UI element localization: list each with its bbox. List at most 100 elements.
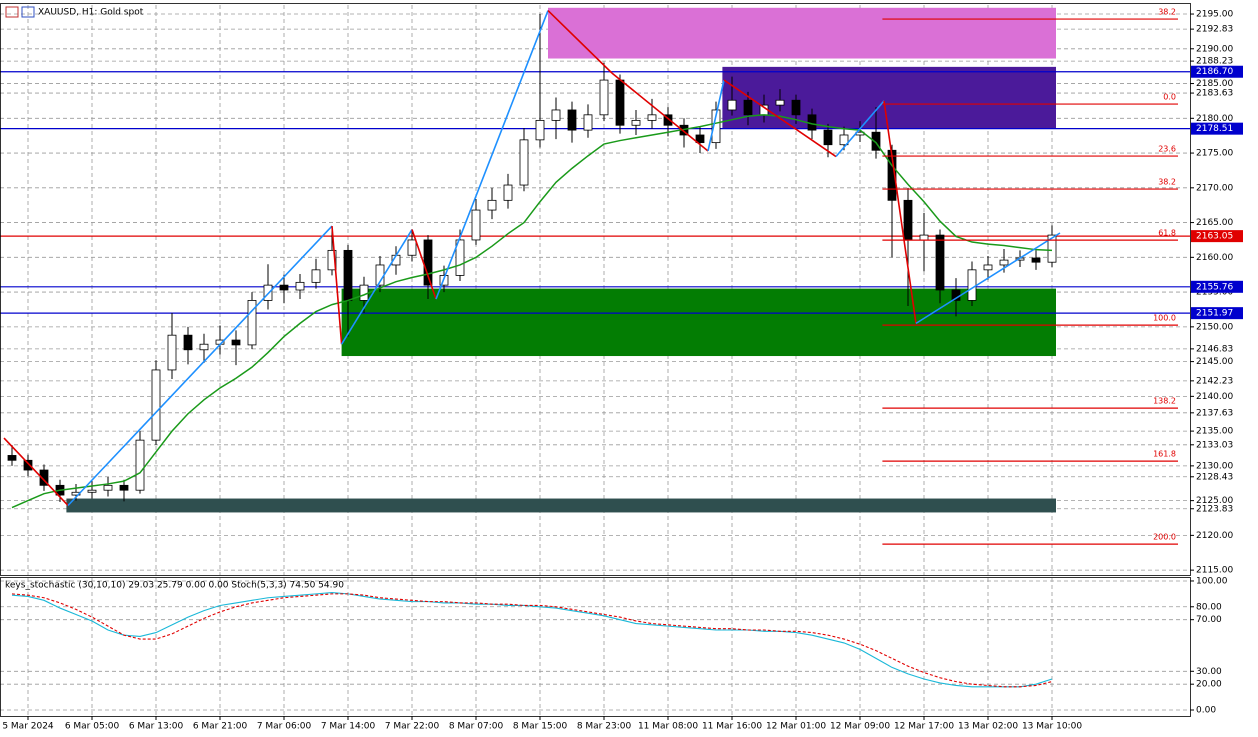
level-label: 2186.70 (1196, 67, 1233, 77)
zone (341, 288, 1057, 357)
level-label: 2178.51 (1196, 124, 1233, 134)
y-tick-label: 2135.00 (1196, 427, 1233, 437)
candle-body (519, 139, 529, 186)
x-tick-label: 12 Mar 01:00 (766, 722, 826, 732)
zigzag-segment (3, 437, 69, 507)
y-tick-label: 2150.00 (1196, 322, 1233, 332)
zigzag-segment (435, 10, 549, 300)
y-tick-label: 2180.00 (1196, 114, 1233, 124)
icon (21, 6, 35, 18)
plot-layer: 38.2 0.0 23.6 38.2 61.8 100.0 138.2 161.8 200.0 (0, 5, 1190, 716)
y-tick-label: 2120.00 (1196, 531, 1233, 541)
main-frame (0, 3, 1191, 576)
candle-body (535, 119, 545, 141)
candle-body (7, 455, 17, 461)
zigzag-segment (611, 72, 709, 152)
fib-label: 100.0 (1153, 314, 1176, 323)
y-tick-label: 2123.83 (1196, 504, 1233, 514)
y-tick-label: 70.00 (1196, 615, 1222, 625)
candle-body (359, 284, 369, 301)
candle-body (23, 459, 33, 471)
zone (548, 7, 1056, 59)
y-tick-label: 2195.00 (1196, 10, 1233, 20)
zigzag-segment (723, 79, 837, 158)
fib-label: 61.8 (1158, 229, 1176, 238)
candle-body (823, 129, 833, 146)
stochastic-line (11, 592, 1053, 688)
level-tag (1191, 65, 1243, 78)
y-tick-label: 2192.83 (1196, 25, 1233, 35)
y-tick-label: 2146.83 (1196, 344, 1233, 354)
level-label: 2163.05 (1196, 232, 1233, 242)
candle-body (135, 439, 145, 491)
zigzag-segment (883, 100, 917, 324)
zigzag-segment (547, 9, 613, 74)
y-tick-label: 2175.00 (1196, 149, 1233, 159)
x-tick-label: 7 Mar 22:00 (385, 722, 440, 732)
level-label: 2151.97 (1196, 309, 1233, 319)
indicator-title: keys_stochastic (30,10,10) 29.03 25.79 0… (5, 581, 344, 591)
candle-body (119, 484, 129, 491)
fib-label: 0.0 (1163, 93, 1176, 102)
candle-body (967, 269, 977, 301)
candle-body (311, 269, 321, 283)
candle-body (151, 369, 161, 441)
y-tick-label: 2188.23 (1196, 57, 1233, 67)
y-tick-label: 2145.00 (1196, 357, 1233, 367)
y-tick-label: 2183.63 (1196, 89, 1233, 99)
candle-body (583, 114, 593, 131)
fib-label: 138.2 (1153, 397, 1176, 406)
candle-body (87, 489, 97, 493)
candle-body (279, 284, 289, 291)
x-tick-label: 7 Mar 14:00 (321, 722, 376, 732)
candle-body (423, 239, 433, 286)
y-tick-label: 2165.00 (1196, 218, 1233, 228)
candle-body (631, 119, 641, 126)
y-tick-label: 2185.00 (1196, 79, 1233, 89)
sub-frame (0, 577, 1191, 717)
candle-body (551, 109, 561, 121)
level-label: 2155.76 (1196, 282, 1233, 292)
zigzag-segment (915, 232, 1061, 325)
y-tick-label: 2140.00 (1196, 392, 1233, 402)
candle-body (999, 259, 1009, 266)
candle-body (103, 484, 113, 491)
candle-body (39, 469, 49, 486)
level-tag (1191, 122, 1243, 135)
candle-body (711, 109, 721, 144)
candle-body (247, 300, 257, 346)
x-tick-label: 13 Mar 02:00 (958, 722, 1018, 732)
candle-body (167, 334, 177, 371)
stochastic-line (11, 593, 1053, 688)
fib-label: 23.6 (1158, 145, 1176, 154)
y-tick-label: 2128.43 (1196, 472, 1233, 482)
zigzag-segment (835, 100, 885, 158)
y-tick-label: 20.00 (1196, 680, 1222, 690)
candle-body (599, 79, 609, 116)
candle-body (663, 114, 673, 126)
x-tick-label: 8 Mar 07:00 (449, 722, 504, 732)
level-tag (1191, 280, 1243, 293)
fib-label: 161.8 (1153, 450, 1176, 459)
candle-body (407, 239, 417, 256)
candle-body (919, 234, 929, 241)
x-tick-label: 13 Mar 10:00 (1022, 722, 1082, 732)
candle-body (343, 249, 353, 301)
candle-body (775, 99, 785, 106)
x-tick-label: 6 Mar 13:00 (129, 722, 184, 732)
zigzag-segment (707, 79, 725, 152)
candle-body (487, 199, 497, 211)
candle-body (727, 99, 737, 111)
y-tick-label: 2160.00 (1196, 253, 1233, 263)
chart-title: XAUUSD, H1: Gold spot (38, 8, 144, 18)
zigzag-segment (411, 229, 437, 300)
fib-label: 200.0 (1153, 533, 1176, 542)
candle-body (327, 249, 337, 271)
zone (66, 498, 1056, 513)
fib-label: 38.2 (1158, 178, 1176, 187)
level-tag (1191, 230, 1243, 243)
x-tick-label: 7 Mar 06:00 (257, 722, 312, 732)
y-tick-label: 2125.00 (1196, 496, 1233, 506)
